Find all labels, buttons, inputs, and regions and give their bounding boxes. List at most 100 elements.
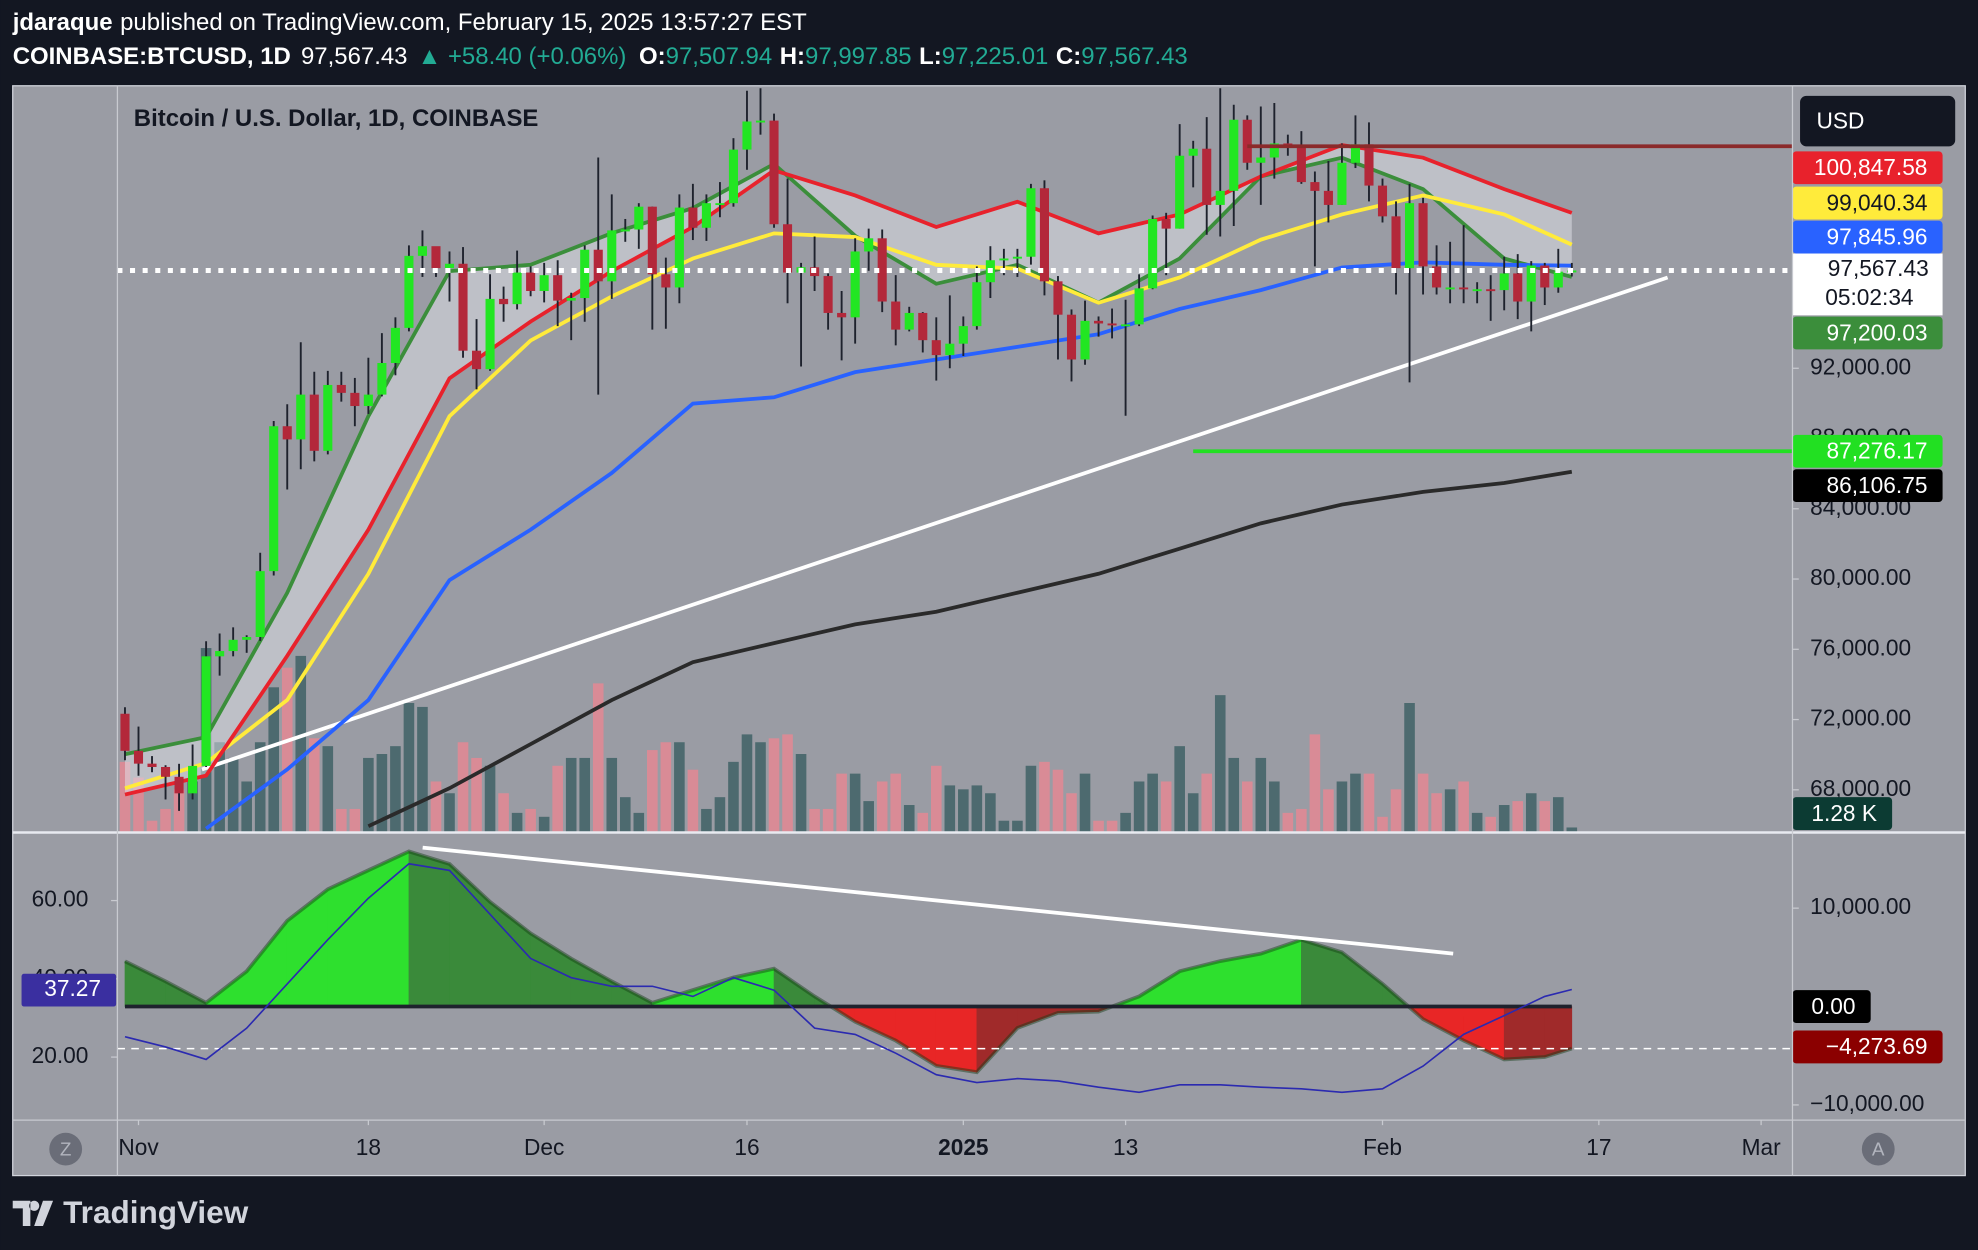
scale-button[interactable]: [49, 1132, 83, 1166]
ohlc-label: C:: [1056, 43, 1081, 70]
candle-body: [472, 350, 482, 370]
volume-bar: [1255, 757, 1267, 833]
candle-body: [377, 362, 387, 395]
candle-body: [958, 326, 968, 344]
price-label: 87,276.17: [1827, 438, 1928, 464]
volume-bar: [998, 820, 1010, 833]
volume-bar: [836, 773, 847, 833]
volume-bar: [1350, 773, 1361, 833]
volume-bar: [1228, 757, 1240, 833]
y-tick-label: 60.00: [32, 886, 89, 912]
oscillator-label: −4,273.69: [1826, 1033, 1928, 1059]
candle-body: [742, 121, 752, 150]
candle-body: [823, 276, 833, 313]
volume-bar: [1093, 820, 1104, 833]
scale-button-label[interactable]: A: [1872, 1139, 1885, 1160]
candle-body: [363, 394, 373, 407]
volume-bar: [876, 781, 888, 833]
candle-body: [1540, 265, 1550, 288]
volume-bar: [1309, 734, 1321, 833]
volume-bar: [376, 754, 388, 833]
volume-bar: [958, 789, 969, 833]
candle-body: [715, 203, 725, 206]
volume-bar: [403, 702, 415, 833]
volume-bar: [1404, 702, 1415, 833]
volume-bar: [268, 687, 280, 833]
header-line: jdaraque published on TradingView.com, Fe…: [12, 9, 807, 36]
candle-body: [688, 207, 698, 228]
volume-bar: [484, 765, 496, 833]
candle-body: [296, 394, 306, 440]
candle-body: [945, 343, 955, 356]
candle-body: [1472, 289, 1482, 292]
candle-body: [390, 327, 400, 363]
candle-body: [837, 312, 847, 318]
change: ▲ +58.40 (+0.06%): [418, 43, 627, 70]
logo-text: TradingView: [63, 1194, 249, 1230]
candle-body: [1107, 323, 1117, 326]
volume-bar: [430, 781, 442, 833]
candle-body: [336, 384, 346, 393]
candle-body: [174, 776, 184, 794]
volume-bar: [1269, 781, 1280, 833]
candle-body: [1202, 148, 1212, 205]
volume-bar: [714, 797, 726, 833]
candle-body: [1310, 182, 1320, 191]
candle-body: [999, 258, 1009, 261]
volume-bar: [687, 769, 699, 833]
current-price-bg: [1792, 253, 1943, 316]
volume-bar: [1552, 797, 1564, 833]
candle-body: [580, 249, 590, 299]
volume-bar: [809, 808, 820, 833]
currency-button[interactable]: USD: [1816, 107, 1864, 133]
candle-body: [755, 120, 766, 123]
volume-bar: [795, 754, 807, 833]
y-tick-label: 80,000.00: [1810, 564, 1911, 590]
volume-bar: [822, 808, 834, 833]
volume-bar: [579, 757, 591, 833]
candle-body: [1513, 273, 1523, 302]
currency-button-bg[interactable]: [1800, 95, 1956, 147]
ohlc-value: 97,997.85: [805, 43, 912, 70]
ohlc-label: H:: [780, 43, 805, 70]
volume-bar: [660, 742, 672, 833]
volume-bar: [1377, 816, 1388, 833]
scale-button-label[interactable]: Z: [60, 1139, 72, 1160]
y-tick-label: 92,000.00: [1810, 353, 1911, 379]
chart-layer: 68,000.0072,000.0076,000.0080,000.0084,0…: [21, 88, 1956, 1166]
moving-average: [204, 260, 1572, 831]
volume-bar: [173, 789, 185, 833]
volume-bar: [1066, 793, 1077, 833]
price-label: 99,040.34: [1827, 189, 1928, 215]
volume-bar: [417, 706, 428, 833]
candle-body: [228, 639, 238, 652]
candle-body: [918, 312, 928, 341]
candle-body: [147, 763, 157, 767]
candle-body: [1012, 256, 1022, 259]
candle-body: [417, 246, 427, 256]
candle-body: [1121, 324, 1131, 327]
volume-bar: [1052, 769, 1064, 833]
published: published on TradingView.com, February 1…: [120, 9, 807, 36]
candle-body: [215, 651, 225, 657]
volume-bar: [768, 738, 780, 833]
volume-bar: [1471, 812, 1483, 833]
volume-bar: [1012, 820, 1023, 833]
volume-bar: [281, 667, 293, 833]
y-tick-label: 20.00: [32, 1042, 89, 1068]
candle-body: [972, 282, 982, 327]
volume-bar: [1160, 781, 1172, 833]
candle-body: [120, 713, 130, 751]
volume-bar: [1323, 789, 1334, 833]
candle-body: [539, 275, 549, 291]
x-tick-label: 2025: [938, 1134, 988, 1160]
volume-bar: [1417, 773, 1429, 833]
candle-body: [1094, 320, 1104, 324]
volume-bar: [552, 765, 563, 833]
candle-body: [431, 246, 441, 269]
volume-bar: [1566, 827, 1578, 833]
scale-button[interactable]: [1861, 1132, 1895, 1166]
candle-body: [1148, 218, 1158, 289]
y-tick-label: 72,000.00: [1810, 705, 1911, 731]
volume-bar: [214, 742, 225, 833]
